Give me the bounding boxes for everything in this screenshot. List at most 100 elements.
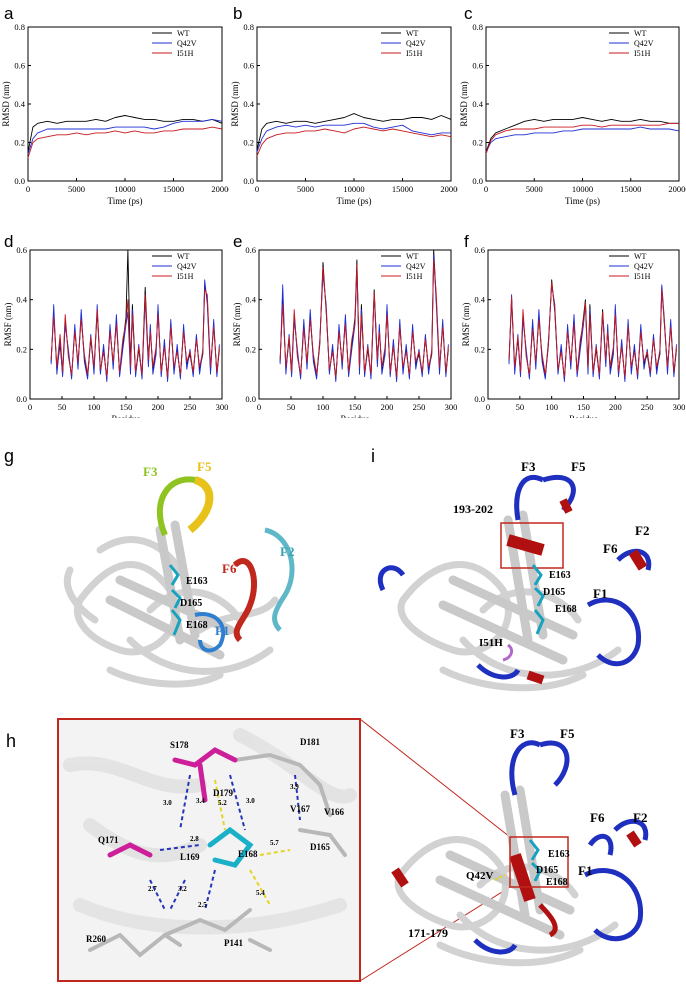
legend-label-i51h: I51H: [634, 49, 651, 58]
x-tick-label: 0: [26, 184, 30, 194]
loop-bottom-i: [476, 663, 521, 680]
loop-bottom-h: [473, 938, 518, 955]
res-d181: D181: [300, 737, 320, 747]
loop-f2: [264, 527, 295, 632]
legend-label-q42v: Q42V: [406, 39, 426, 48]
y-tick-label: 0.2: [243, 138, 254, 148]
legend-label-wt: WT: [634, 29, 647, 38]
y-tick-label: 0.6: [243, 61, 254, 71]
mutation-site-q42v: [494, 874, 506, 881]
series-line-wt: [27, 115, 223, 153]
protein-cartoon-i: F3 F5 F2 F6 F1 193-202 E163 D165 E168 I5…: [378, 459, 652, 692]
loop-left-i: [378, 565, 406, 592]
panel-label-e: e: [233, 232, 242, 251]
x-tick-label: 100: [317, 402, 330, 412]
x-tick-label: 10000: [114, 184, 135, 194]
x-axis-label: Time (ps): [337, 196, 372, 206]
loop-f1: [194, 612, 226, 653]
loop-f3-i: [514, 475, 545, 521]
strand-red-1: [506, 534, 545, 556]
label-d165-i: D165: [543, 587, 565, 598]
dist-10: 2.5: [198, 901, 207, 909]
structure-panel-h: h: [0, 705, 686, 995]
strand-red-4: [526, 670, 545, 685]
label-f1-i: F1: [593, 586, 607, 601]
loop-f1-h: [583, 868, 644, 942]
label-d165-g: D165: [180, 598, 202, 609]
y-tick-label: 0.2: [474, 344, 485, 354]
y-tick-label: 0.0: [474, 394, 485, 404]
legend-label-q42v: Q42V: [406, 262, 426, 271]
x-tick-label: 200: [609, 402, 622, 412]
label-f6-g: F6: [222, 561, 237, 576]
y-axis-label: RMSF (nm): [461, 303, 471, 347]
res-q171: Q171: [98, 835, 119, 845]
legend-label-wt: WT: [406, 252, 419, 261]
y-tick-label: 0.2: [472, 138, 483, 148]
chart-e: e 0 50 100 150 200 250 300 0.0 0.2 0.4 0.6 Residue RM…: [232, 232, 457, 424]
x-tick-label: 100: [545, 402, 558, 412]
legend-label-i51h: I51H: [177, 49, 194, 58]
legend-label-i51h: I51H: [406, 272, 423, 281]
y-tick-label: 0.0: [243, 176, 254, 186]
loop-f2-i: [616, 548, 652, 571]
x-tick-label: 300: [673, 402, 686, 412]
y-axis-label: RMSD (nm): [230, 81, 240, 126]
series-line-wt: [485, 117, 679, 153]
x-tick-label: 50: [516, 402, 525, 412]
y-tick-label: 0.8: [472, 22, 483, 32]
y-tick-label: 0.6: [14, 61, 25, 71]
x-tick-label: 50: [58, 402, 67, 412]
x-tick-label: 150: [349, 402, 362, 412]
y-tick-label: 0.8: [243, 22, 254, 32]
label-mut-i: I51H: [479, 637, 503, 649]
y-tick-label: 0.4: [16, 295, 27, 305]
label-f1-h: F1: [578, 863, 592, 878]
y-tick-label: 0.4: [474, 295, 485, 305]
x-tick-label: 100: [88, 402, 101, 412]
res-s178: S178: [170, 740, 189, 750]
dist-5: 3.9: [290, 783, 299, 791]
label-f3-g: F3: [143, 464, 158, 479]
y-axis-label: RMSF (nm): [232, 303, 242, 347]
x-tick-label: 0: [486, 402, 490, 412]
x-tick-label: 300: [216, 402, 229, 412]
label-f6-i: F6: [603, 541, 618, 556]
x-tick-label: 250: [184, 402, 197, 412]
strand-red-h2: [626, 830, 642, 848]
x-tick-label: 0: [255, 184, 259, 194]
dist-11: 5.4: [256, 889, 265, 897]
mutation-site-i51h: [502, 643, 514, 662]
panel-label-c: c: [464, 4, 473, 23]
x-tick-label: 0: [28, 402, 32, 412]
x-tick-label: 150: [577, 402, 590, 412]
panel-label-f: f: [464, 232, 469, 251]
label-e168-i: E168: [555, 604, 577, 615]
label-f5-g: F5: [197, 459, 212, 474]
panel-label-b: b: [233, 4, 242, 23]
protein-cartoon-g: F3 F5 F6 F2 F1 E163 D165 E168: [63, 459, 295, 688]
dist-3: 5.2: [218, 799, 227, 807]
series-line-i51h: [279, 259, 449, 378]
label-f5-i: F5: [571, 459, 586, 474]
y-tick-label: 0.6: [245, 245, 256, 255]
highlight-box-i: [500, 522, 564, 569]
x-axis-label: Residue: [341, 414, 370, 418]
series-line-i51h: [256, 126, 452, 157]
res-v167: V167: [290, 804, 310, 814]
x-tick-label: 200: [381, 402, 394, 412]
y-tick-label: 0.4: [243, 99, 254, 109]
chart-panel-e: e 0 50 100 150 200 250 300 0.0 0.2 0.4 0.6 Residue RM…: [229, 218, 458, 424]
dist-4: 3.0: [246, 797, 255, 805]
legend-label-wt: WT: [177, 252, 190, 261]
x-axis-label: Time (ps): [565, 196, 600, 206]
panel-label-i: i: [371, 446, 375, 466]
zoom-connector-top: [359, 718, 511, 838]
x-tick-label: 250: [641, 402, 654, 412]
loop-f5: [187, 476, 214, 534]
x-tick-label: 15000: [620, 184, 641, 194]
y-tick-label: 0.6: [16, 245, 27, 255]
